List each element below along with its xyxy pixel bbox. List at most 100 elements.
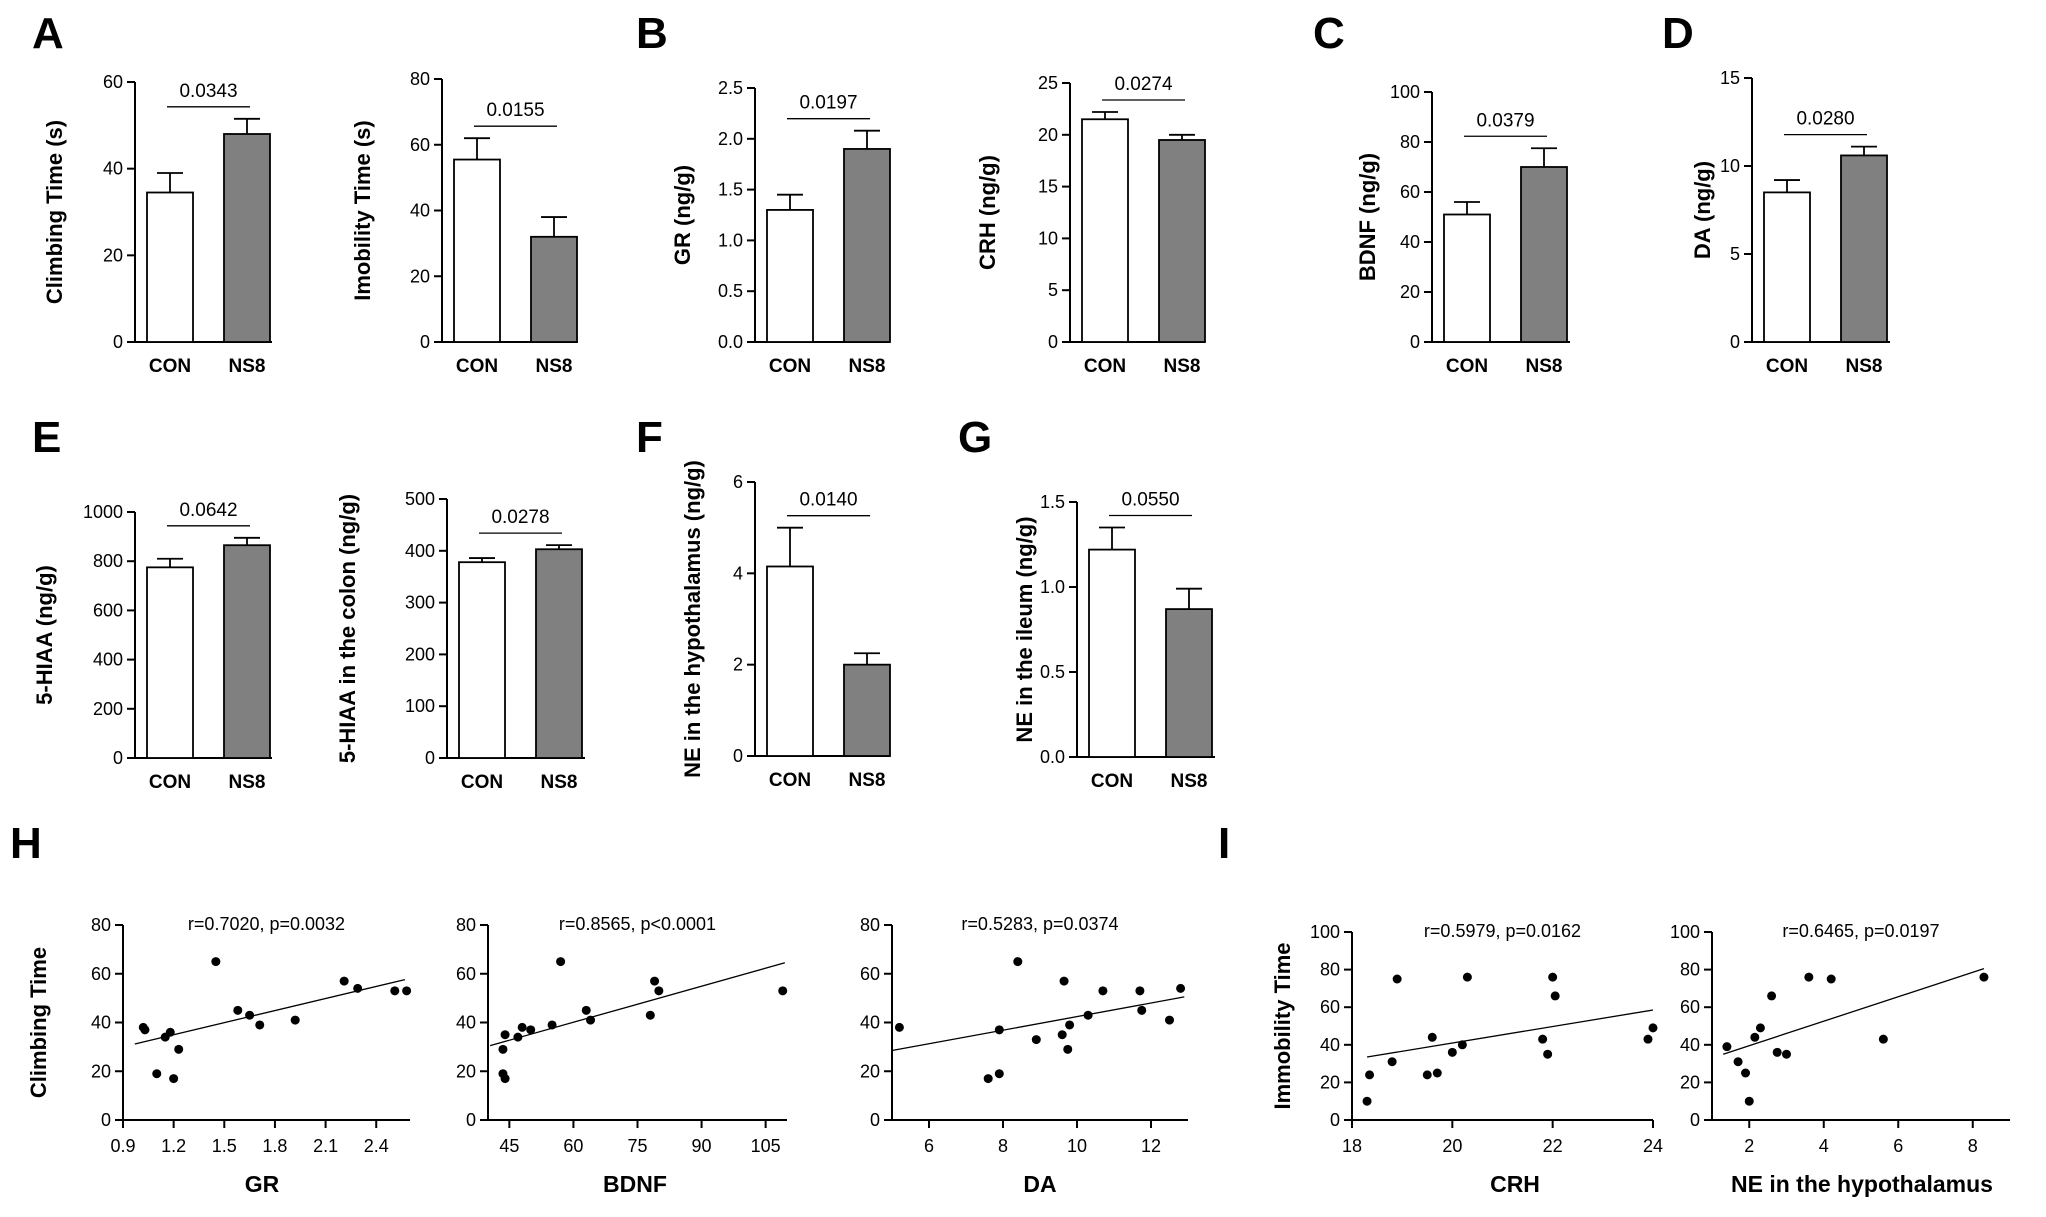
y-tick-label: 0 [1330,1110,1340,1130]
y-tick-label: 1000 [83,502,123,522]
y-tick-label: 20 [456,1061,476,1081]
x-axis-label: NE in the hypothalamus [1731,1171,1993,1197]
y-tick-label: 80 [1400,132,1420,152]
y-tick-label: 100 [1390,82,1420,102]
data-point [581,1005,591,1015]
data-point [1447,1047,1457,1057]
bar-chart-da: 0 5 10 15 CON NS8 0.0280 DA (ng/g) [1690,68,1890,377]
y-tick-label: 20 [410,266,430,286]
x-tick-label: 24 [1643,1136,1663,1156]
y-tick-label: 5 [1048,280,1058,300]
x-tick-label: 18 [1342,1136,1362,1156]
y-axis-label: NE in the hypothalamus (ng/g) [680,460,705,778]
data-point [1427,1032,1437,1042]
data-point [1135,986,1145,996]
category-label: CON [769,770,811,791]
x-tick-label: 1.5 [212,1136,237,1156]
data-point [233,1005,243,1015]
data-point [994,1069,1004,1079]
y-axis-label: BDNF (ng/g) [1355,153,1380,281]
data-point [517,1022,527,1032]
panel-letter-b: B [636,9,668,58]
y-tick-label: 0 [113,332,123,352]
category-label: CON [456,356,498,377]
x-tick-label: 10 [1067,1136,1087,1156]
category-label: CON [769,356,811,377]
bar-ns8 [223,133,271,343]
p-value-label: 0.0155 [486,100,544,121]
data-point [1365,1070,1375,1080]
data-point [1782,1049,1791,1059]
data-point [1059,976,1069,986]
panel-letter-g: G [958,413,992,462]
y-tick-label: 25 [1038,73,1058,93]
y-tick-label: 800 [93,551,123,571]
data-point [255,1020,265,1030]
panel-letter-a: A [32,9,64,58]
data-point [1462,972,1472,982]
y-tick-label: 20 [1320,1072,1340,1092]
data-point [174,1044,184,1054]
y-tick-label: 2.0 [718,129,743,149]
data-point [165,1027,175,1037]
category-label: NS8 [1526,356,1563,377]
y-tick-label: 500 [405,489,435,509]
y-tick-label: 80 [1320,960,1340,980]
x-tick-label: 6 [1893,1136,1903,1156]
trend-line [134,978,406,1045]
p-value-label: 0.0280 [1796,109,1854,130]
category-label: CON [1766,356,1808,377]
x-tick-label: 2.4 [364,1136,389,1156]
x-tick-label: 20 [1442,1136,1462,1156]
x-tick-label: 45 [499,1136,519,1156]
data-point [1744,1096,1754,1106]
correlation-stat: r=0.8565, p<0.0001 [559,914,716,934]
correlation-stat: r=0.5283, p=0.0374 [961,914,1118,934]
p-value-label: 0.0550 [1121,490,1179,511]
category-label: CON [149,356,191,377]
data-point [500,1030,510,1040]
data-point [1543,1049,1553,1059]
data-point [1755,1023,1765,1033]
data-point [994,1025,1004,1035]
y-tick-label: 80 [456,915,476,935]
y-tick-label: 60 [456,964,476,984]
y-tick-label: 60 [1680,997,1700,1017]
data-point [1741,1068,1751,1078]
scatter-chart-sc_crh: 0 20 40 60 80 100 18 20 22 24 r=0.5979, p=0.0162 CR… [1270,921,1663,1197]
x-tick-label: 75 [627,1136,647,1156]
data-point [169,1074,179,1084]
bar-ns8 [843,148,891,343]
category-label: NS8 [849,770,886,791]
bar-chart-crh: 0 5 10 15 20 25 CON NS8 0.0274 CRH (ng/g) [975,73,1206,377]
data-point [1733,1057,1743,1067]
y-tick-label: 40 [860,1013,880,1033]
bar-chart-climb: 0 20 40 60 CON NS8 0.0343 Climbing Time (s) [42,72,272,377]
category-label: NS8 [229,772,266,793]
bar-ns8 [1158,139,1206,343]
p-value-label: 0.0274 [1114,74,1173,95]
y-axis-label: Climbing Time [26,947,51,1098]
category-label: CON [461,772,503,793]
y-tick-label: 5 [1730,244,1740,264]
y-tick-label: 0 [101,1110,111,1130]
correlation-stat: r=0.5979, p=0.0162 [1424,921,1581,941]
panel-letter-h: H [10,819,42,868]
y-tick-label: 20 [860,1061,880,1081]
bar-ns8 [1520,166,1568,343]
p-value-label: 0.0140 [799,490,857,511]
y-tick-label: 40 [456,1013,476,1033]
trend-line [1722,968,1985,1055]
bar-con [766,565,814,757]
data-point [390,986,400,996]
data-point [211,957,221,967]
y-tick-label: 600 [93,600,123,620]
category-label: CON [1446,356,1488,377]
category-label: NS8 [849,356,886,377]
scatter-chart-sc_bdnf: 0 20 40 60 80 45 60 75 90 105 r=0.8565, p<0.0001 BD… [456,914,788,1197]
y-tick-label: 100 [405,696,435,716]
data-point [654,986,664,996]
data-point [983,1074,993,1084]
y-tick-label: 60 [1320,997,1340,1017]
